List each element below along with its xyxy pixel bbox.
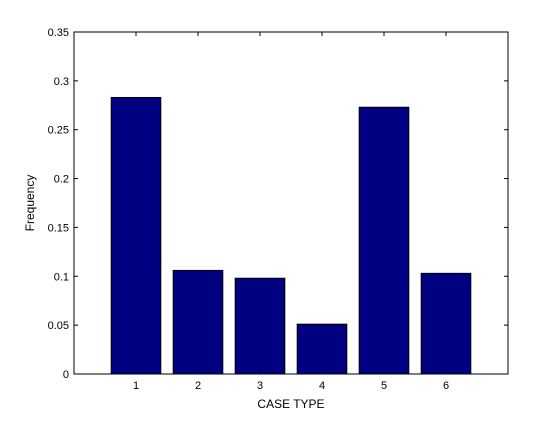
y-tick-label: 0.15 — [48, 222, 69, 234]
y-tick-label: 0.35 — [48, 27, 69, 39]
bar-3 — [234, 277, 286, 375]
y-tick-label: 0.2 — [54, 174, 69, 186]
x-tick-label: 6 — [443, 380, 449, 392]
x-axis-ticks: 1 2 3 4 5 6 — [133, 32, 449, 392]
y-tick-label: 0.05 — [48, 320, 69, 332]
y-tick-label: 0 — [63, 369, 69, 381]
x-tick-label: 5 — [381, 380, 387, 392]
x-tick-label: 2 — [195, 380, 201, 392]
x-axis-label: CASE TYPE — [257, 397, 324, 411]
bar-2 — [172, 269, 224, 375]
y-tick-label: 0.1 — [54, 271, 69, 283]
bar-4 — [296, 323, 348, 375]
x-tick-label: 1 — [133, 380, 139, 392]
y-tick-label: 0.25 — [48, 125, 69, 137]
y-axis-label: Frequency — [23, 175, 37, 232]
bar-group — [110, 96, 472, 375]
x-tick-label: 4 — [319, 380, 325, 392]
bar-1 — [110, 96, 162, 375]
y-axis-ticks: 0 0.05 0.1 0.15 0.2 0.25 0.3 0.35 — [48, 27, 508, 381]
y-tick-label: 0.3 — [54, 76, 69, 88]
x-tick-label: 3 — [257, 380, 263, 392]
bar-5 — [358, 106, 410, 375]
bar-6 — [420, 272, 472, 375]
